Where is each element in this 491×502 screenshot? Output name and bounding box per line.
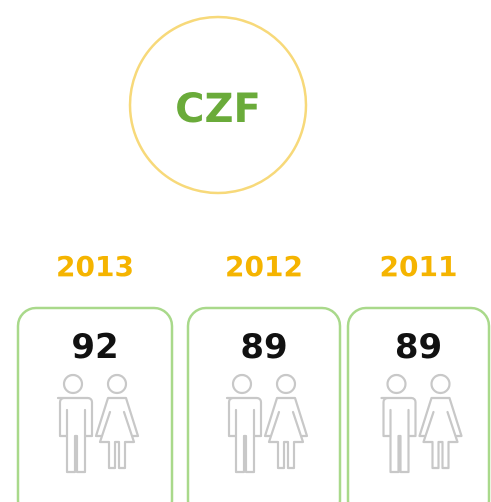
man-icon: [56, 373, 94, 474]
woman-icon: [418, 373, 463, 470]
year: 2011: [380, 250, 458, 283]
value: 89: [395, 327, 442, 367]
man-icon: [225, 373, 263, 474]
badge-circle: [128, 15, 308, 195]
items: 2013 92 2012 89 2011 89: [16, 250, 491, 502]
card: [16, 306, 174, 502]
card: [346, 306, 491, 502]
item: 2011 89: [346, 250, 491, 502]
year: 2013: [56, 250, 134, 283]
woman-icon: [263, 373, 309, 470]
year: 2012: [225, 250, 303, 283]
item: 2013 92: [16, 250, 174, 502]
badge-text: CZF: [175, 86, 261, 132]
item: 2012 89: [186, 250, 342, 502]
man-icon: [380, 373, 417, 474]
card: [186, 306, 342, 502]
value: 92: [71, 327, 118, 367]
woman-icon: [94, 373, 140, 470]
value: 89: [240, 327, 287, 367]
